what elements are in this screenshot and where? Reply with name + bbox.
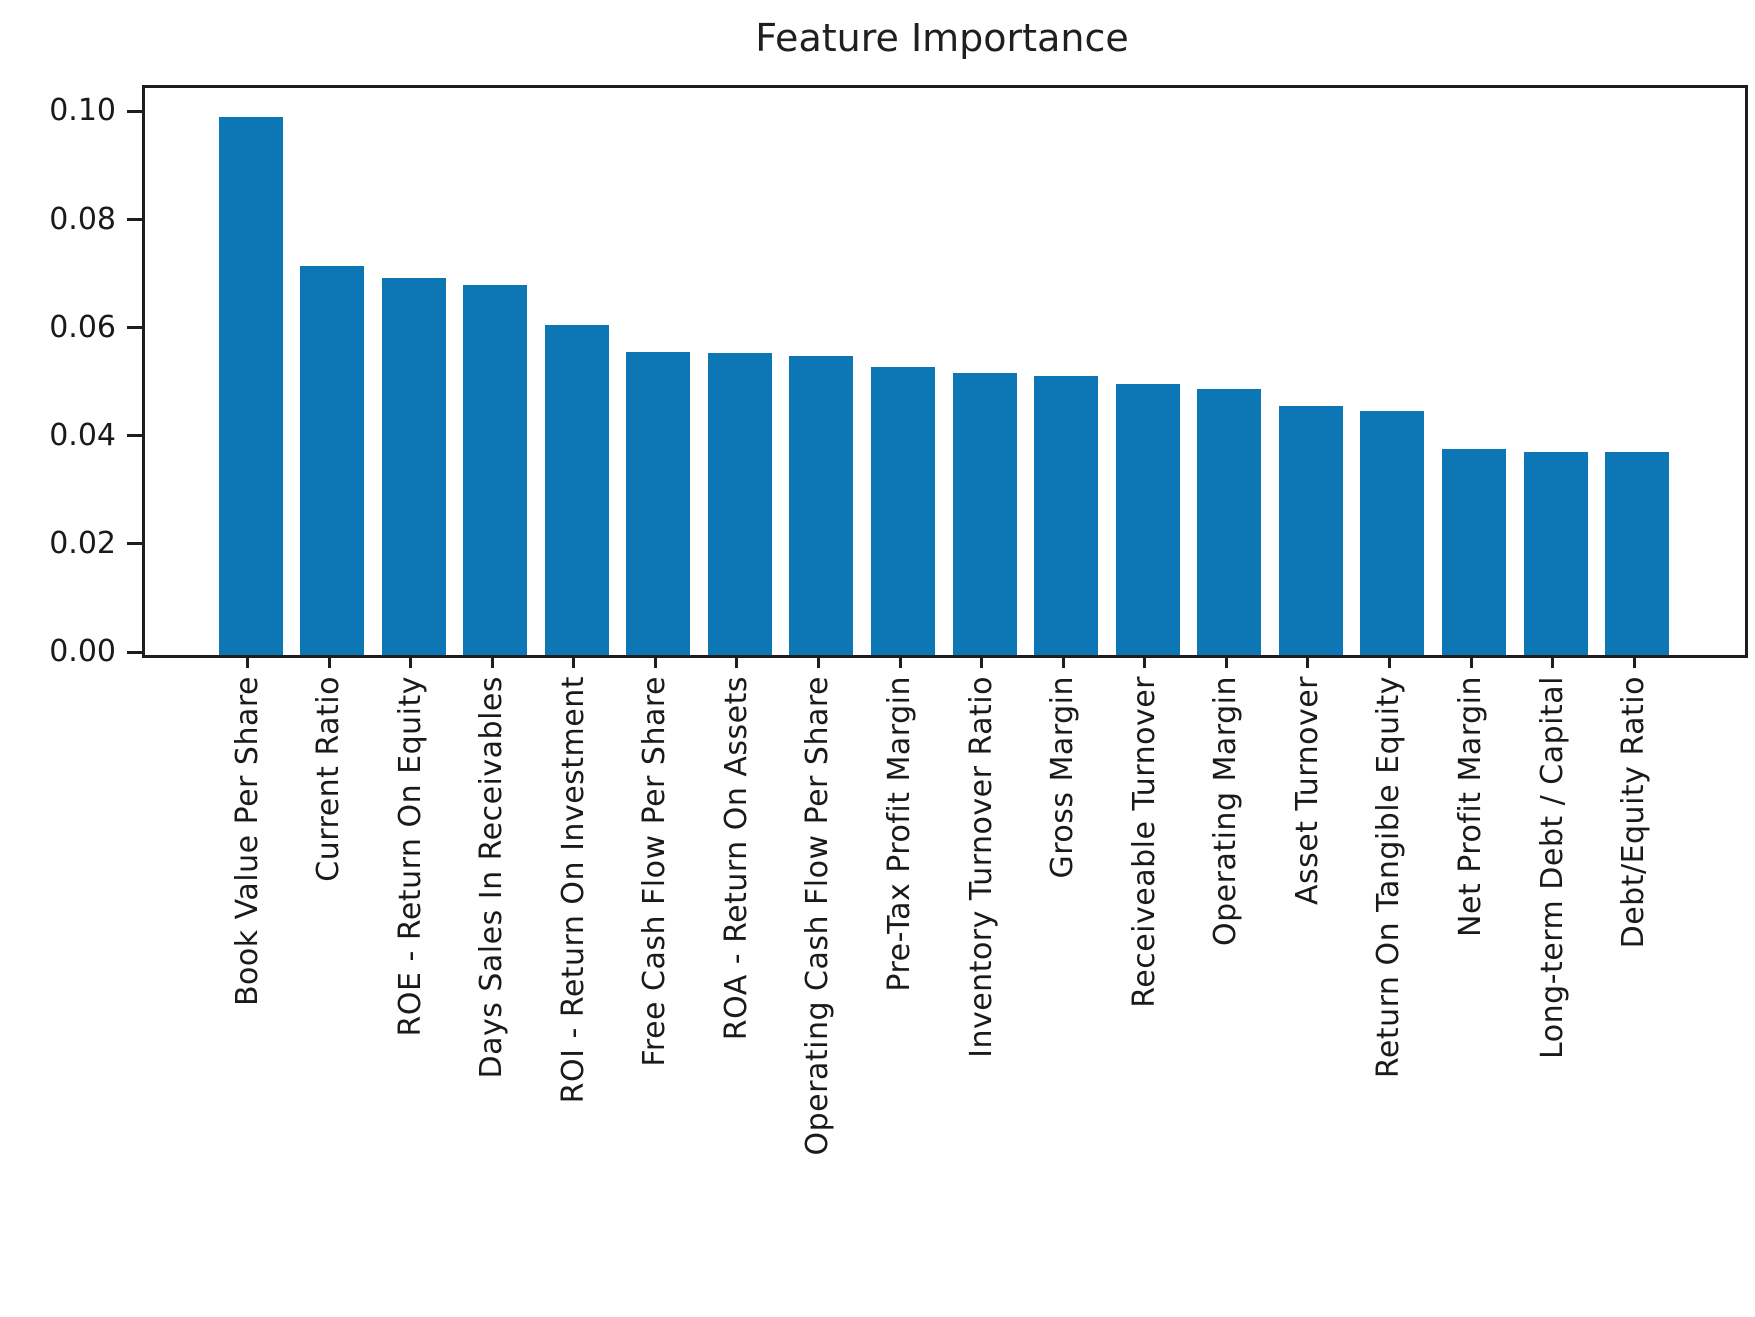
bar-receiveable-turnover [1115, 383, 1180, 655]
x-tick-label-current-ratio: Current Ratio [311, 676, 347, 882]
x-tick-mark [1143, 655, 1147, 668]
y-tick-label: 0.04 [49, 417, 116, 453]
bar-pre-tax-profit-margin [871, 367, 936, 655]
bar-asset-turnover [1278, 405, 1343, 655]
bar-book-value-per-share [218, 117, 283, 655]
bar-net-profit-margin [1442, 449, 1507, 655]
x-tick-label-receiveable-turnover: Receiveable Turnover [1126, 676, 1162, 1008]
x-tick-mark [898, 655, 902, 668]
bar-debt-equity-ratio [1605, 451, 1670, 655]
x-tick-label-operating-margin: Operating Margin [1208, 676, 1244, 946]
x-tick-label-operating-cash-flow-per-share: Operating Cash Flow Per Share [800, 676, 836, 1156]
y-tick-label: 0.02 [49, 525, 116, 561]
x-tick-label-roi-return-on-investment: ROI - Return On Investment [555, 676, 591, 1104]
x-tick-mark [1551, 655, 1555, 668]
bar-gross-margin [1034, 376, 1099, 655]
bar-current-ratio [300, 265, 365, 655]
x-tick-mark [572, 655, 576, 668]
bar-long-term-debt-capital [1523, 452, 1588, 655]
bar-roa-return-on-assets [707, 353, 772, 655]
bar-operating-margin [1197, 388, 1262, 655]
bar-free-cash-flow-per-share [626, 352, 691, 655]
x-tick-mark [816, 655, 820, 668]
x-tick-mark [1632, 655, 1636, 668]
x-tick-label-free-cash-flow-per-share: Free Cash Flow Per Share [637, 676, 673, 1067]
bar-return-on-tangible-equity [1360, 410, 1425, 655]
x-tick-mark [409, 655, 413, 668]
x-tick-mark [246, 655, 249, 668]
x-tick-label-gross-margin: Gross Margin [1045, 676, 1081, 879]
x-tick-mark [1387, 655, 1391, 668]
x-tick-label-asset-turnover: Asset Turnover [1289, 676, 1325, 906]
x-tick-label-roe-return-on-equity: ROE - Return On Equity [392, 676, 428, 1037]
x-tick-label-debt-equity-ratio: Debt/Equity Ratio [1616, 676, 1652, 949]
x-tick-label-pre-tax-profit-margin: Pre-Tax Profit Margin [882, 676, 918, 992]
x-tick-mark [735, 655, 739, 668]
y-tick-label: 0.06 [49, 309, 116, 345]
y-tick-label: 0.08 [49, 201, 116, 237]
y-tick-mark [127, 218, 142, 222]
y-tick-mark [127, 109, 142, 113]
x-tick-mark [1224, 655, 1228, 668]
bar-roe-return-on-equity [381, 278, 446, 655]
y-tick-mark [127, 434, 142, 438]
x-tick-mark [1469, 655, 1473, 668]
x-tick-mark [1306, 655, 1310, 668]
bar-roi-return-on-investment [544, 325, 609, 655]
x-tick-label-book-value-per-share: Book Value Per Share [229, 676, 265, 1007]
x-tick-mark [327, 655, 331, 668]
y-tick-mark [127, 650, 142, 654]
x-tick-label-days-sales-in-receivables: Days Sales In Receivables [474, 676, 510, 1079]
x-tick-mark [653, 655, 657, 668]
x-tick-mark [490, 655, 494, 668]
y-tick-mark [127, 326, 142, 330]
y-tick-mark [127, 542, 142, 546]
x-tick-label-long-term-debt-capital: Long-term Debt / Capital [1534, 676, 1570, 1059]
x-tick-label-net-profit-margin: Net Profit Margin [1453, 676, 1489, 937]
x-tick-mark [1061, 655, 1065, 668]
chart-title: Feature Importance [755, 16, 1129, 60]
bar-days-sales-in-receivables [463, 285, 528, 655]
bar-operating-cash-flow-per-share [789, 356, 854, 655]
plot-area [142, 85, 1748, 658]
y-tick-label: 0.10 [49, 93, 116, 129]
y-tick-label: 0.00 [49, 634, 116, 669]
x-tick-mark [980, 655, 984, 668]
x-tick-label-roa-return-on-assets: ROA - Return On Assets [718, 676, 754, 1041]
x-tick-label-inventory-turnover-ratio: Inventory Turnover Ratio [963, 676, 999, 1058]
bar-inventory-turnover-ratio [952, 373, 1017, 655]
x-tick-label-return-on-tangible-equity: Return On Tangible Equity [1371, 676, 1407, 1079]
